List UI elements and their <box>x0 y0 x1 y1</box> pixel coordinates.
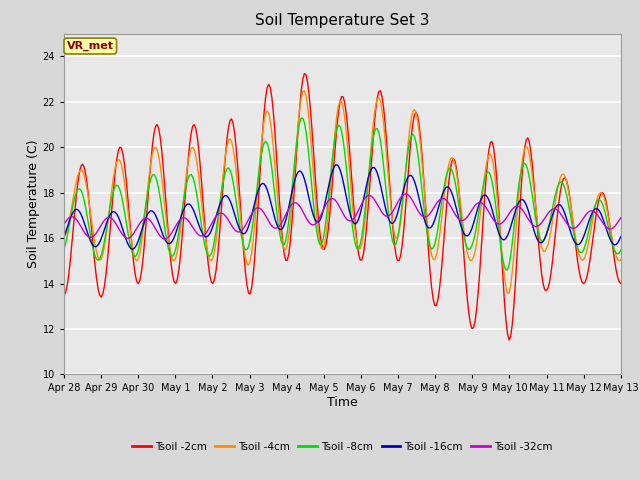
Legend: Tsoil -2cm, Tsoil -4cm, Tsoil -8cm, Tsoil -16cm, Tsoil -32cm: Tsoil -2cm, Tsoil -4cm, Tsoil -8cm, Tsoi… <box>128 438 557 456</box>
Title: Soil Temperature Set 3: Soil Temperature Set 3 <box>255 13 429 28</box>
Y-axis label: Soil Temperature (C): Soil Temperature (C) <box>27 140 40 268</box>
X-axis label: Time: Time <box>327 396 358 409</box>
Text: VR_met: VR_met <box>67 41 114 51</box>
